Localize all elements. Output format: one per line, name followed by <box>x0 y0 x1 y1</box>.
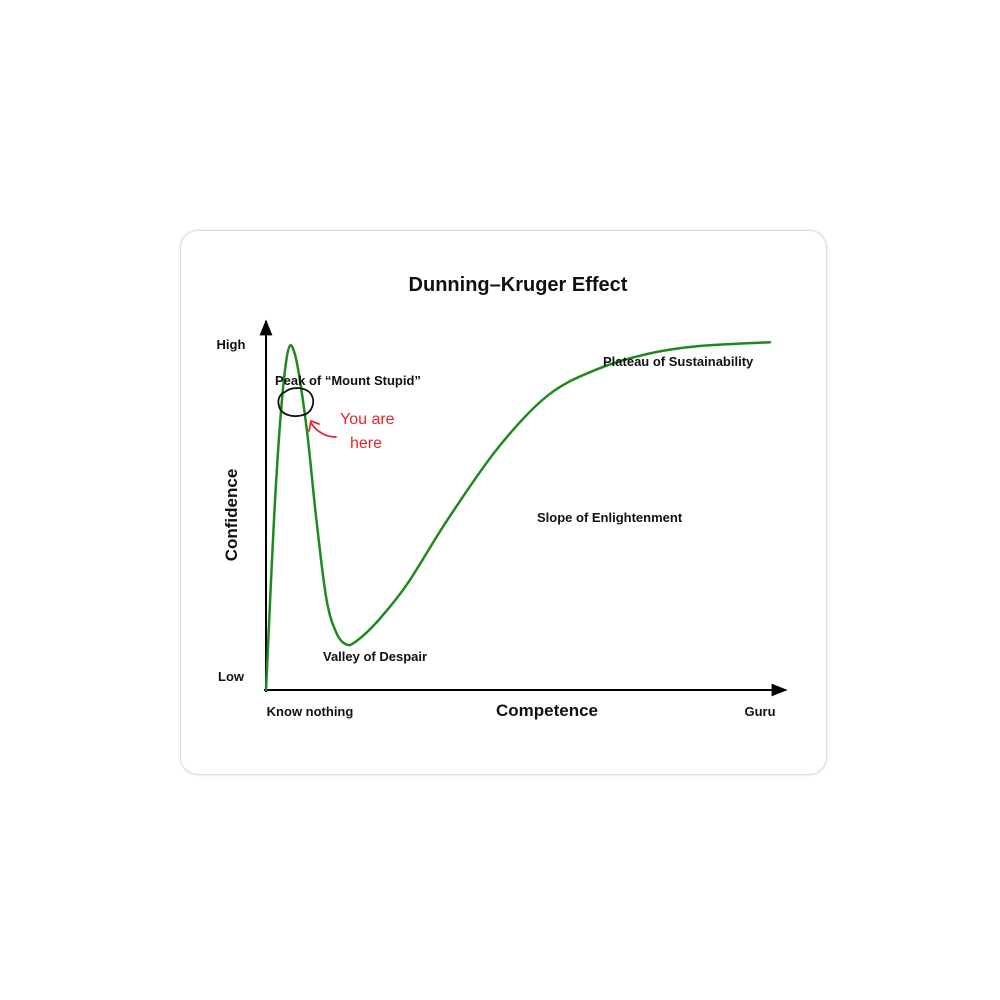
annotation-slope-of-enlightenment: Slope of Enlightenment <box>537 510 683 525</box>
red-pointer-arrowhead <box>308 420 320 432</box>
red-pointer-arrow <box>310 422 337 438</box>
handwritten-note-line-1: You are <box>340 411 395 428</box>
y-tick-label-low: Low <box>218 669 245 684</box>
curve-point-5 <box>315 519 317 521</box>
curve-point-4 <box>305 424 307 426</box>
curve-point-7 <box>336 632 338 634</box>
chart-card <box>180 230 827 775</box>
handwritten-note-line-2: here <box>350 435 382 452</box>
curve-point-11 <box>406 583 408 585</box>
annotation-plateau-of-sustainability: Plateau of Sustainability <box>603 354 754 369</box>
annotation-valley-of-despair: Valley of Despair <box>323 649 427 664</box>
y-tick-label-high: High <box>217 337 246 352</box>
curve-point-3 <box>294 353 296 355</box>
curve-point-9 <box>356 640 358 642</box>
y-axis-label: Confidence <box>222 469 241 562</box>
chart-title: Dunning–Kruger Effect <box>409 274 628 296</box>
curve-point-13 <box>497 447 499 449</box>
curve-point-0 <box>265 689 267 691</box>
curve-point-17 <box>698 345 700 347</box>
curve-point-15 <box>598 368 600 370</box>
curve-point-1 <box>275 481 277 483</box>
curve-point-10 <box>376 621 378 623</box>
x-axis-label: Competence <box>496 701 598 720</box>
curve-point-8 <box>346 644 348 646</box>
annotation-peak-of-mount-stupid: Peak of “Mount Stupid” <box>275 373 421 388</box>
curve-point-12 <box>446 519 448 521</box>
curve-point-6 <box>325 598 327 600</box>
peak-circle-marker <box>277 387 315 418</box>
curve-point-18 <box>769 341 771 343</box>
x-tick-label-guru: Guru <box>744 704 775 719</box>
confidence-curve <box>264 340 772 692</box>
curve-point-2 <box>285 360 287 362</box>
curve-point-14 <box>547 394 549 396</box>
x-tick-label-know-nothing: Know nothing <box>267 704 354 719</box>
